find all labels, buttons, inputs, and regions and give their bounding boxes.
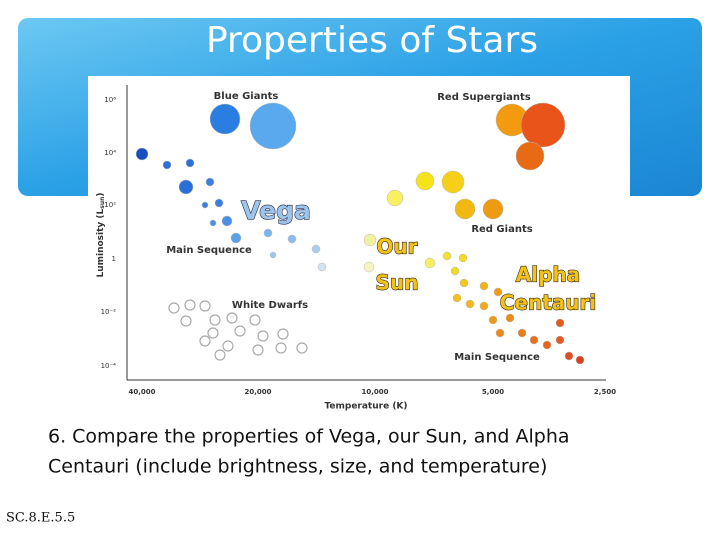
white-dwarf <box>249 314 261 326</box>
y-tick-label: 10⁻² <box>101 308 117 316</box>
white-dwarf <box>168 302 180 314</box>
region-label: Red Giants <box>471 224 532 235</box>
star <box>479 281 489 291</box>
star <box>441 170 465 194</box>
white-dwarf <box>226 312 238 324</box>
y-tick-label: 10⁶ <box>104 96 116 104</box>
star <box>363 261 375 273</box>
star <box>459 278 469 288</box>
x-tick-label: 10,000 <box>361 388 388 396</box>
white-dwarf <box>199 335 211 347</box>
star <box>452 293 462 303</box>
star-callout: Centauri <box>500 291 597 315</box>
labels: Blue Giants Red Supergiants Red Giants Main… <box>96 91 617 412</box>
star <box>442 251 452 261</box>
star <box>488 315 498 325</box>
star <box>458 253 468 263</box>
star <box>575 355 585 365</box>
y-tick-label: 10⁻⁴ <box>101 362 117 370</box>
star <box>178 179 194 195</box>
star <box>230 232 242 244</box>
star <box>450 266 460 276</box>
star <box>162 160 172 170</box>
star <box>465 299 475 309</box>
x-tick-label: 5,000 <box>482 388 504 396</box>
star <box>221 215 233 227</box>
star <box>542 340 552 350</box>
star <box>201 201 209 209</box>
x-tick-label: 20,000 <box>244 388 271 396</box>
x-tick-label: 2,500 <box>594 388 616 396</box>
star <box>529 335 539 345</box>
star <box>185 158 195 168</box>
star <box>479 301 489 311</box>
star <box>135 147 149 161</box>
star <box>263 228 273 238</box>
star <box>495 328 505 338</box>
slide-title: Properties of Stars <box>206 20 538 61</box>
stars <box>135 102 585 365</box>
star <box>415 171 435 191</box>
question-line: Centauri (include brightness, size, and … <box>48 456 547 478</box>
star <box>505 313 515 323</box>
white-dwarf <box>209 314 221 326</box>
star-callout: Sun <box>376 271 419 295</box>
star <box>363 233 377 247</box>
star-callout: Alpha <box>516 263 580 287</box>
star-callout: Vega <box>241 196 311 225</box>
white-dwarf <box>214 349 226 361</box>
white-dwarf <box>275 342 287 354</box>
star <box>209 219 217 227</box>
star <box>515 141 545 171</box>
region-label: Main Sequence <box>454 352 540 363</box>
star <box>311 244 321 254</box>
white-dwarf <box>296 342 308 354</box>
y-tick-label: 1 <box>112 255 116 263</box>
white-dwarf <box>207 327 219 339</box>
white-dwarf <box>199 300 211 312</box>
question-line: 6. Compare the properties of Vega, our S… <box>48 426 570 448</box>
white-dwarf <box>234 325 246 337</box>
region-label: Main Sequence <box>166 245 252 256</box>
white-dwarf <box>257 330 269 342</box>
star <box>317 262 327 272</box>
star <box>249 102 297 150</box>
x-axis-title: Temperature (K) <box>324 402 407 412</box>
white-dwarf <box>184 299 196 311</box>
star <box>454 198 476 220</box>
star <box>482 198 504 220</box>
star <box>205 177 215 187</box>
white-dwarf <box>277 328 289 340</box>
white-dwarf <box>180 315 192 327</box>
star <box>424 257 436 269</box>
star <box>564 351 574 361</box>
y-axis-title-sub: sun <box>99 197 106 209</box>
star <box>269 251 277 259</box>
star <box>287 234 297 244</box>
y-tick-label: 10⁴ <box>104 149 116 157</box>
y-tick-label: 10² <box>104 201 116 209</box>
star <box>493 287 503 297</box>
star <box>555 335 565 345</box>
standard-code: SC.8.E.5.5 <box>6 511 75 526</box>
y-axis-title-end: ) <box>96 192 106 196</box>
star <box>517 328 527 338</box>
y-axis-title: Luminosity (Lsun) <box>96 192 106 277</box>
y-axis-title-main: Luminosity (L <box>96 208 106 277</box>
white-dwarf <box>252 344 264 356</box>
star <box>386 189 404 207</box>
star <box>214 198 224 208</box>
region-label: Blue Giants <box>214 91 279 102</box>
region-label: Red Supergiants <box>437 92 531 103</box>
x-tick-label: 40,000 <box>128 388 155 396</box>
region-label: White Dwarfs <box>232 300 308 311</box>
star-callout: Our <box>376 235 417 259</box>
star <box>209 103 241 135</box>
star <box>555 318 565 328</box>
star <box>520 102 566 148</box>
white-dwarf <box>222 340 234 352</box>
